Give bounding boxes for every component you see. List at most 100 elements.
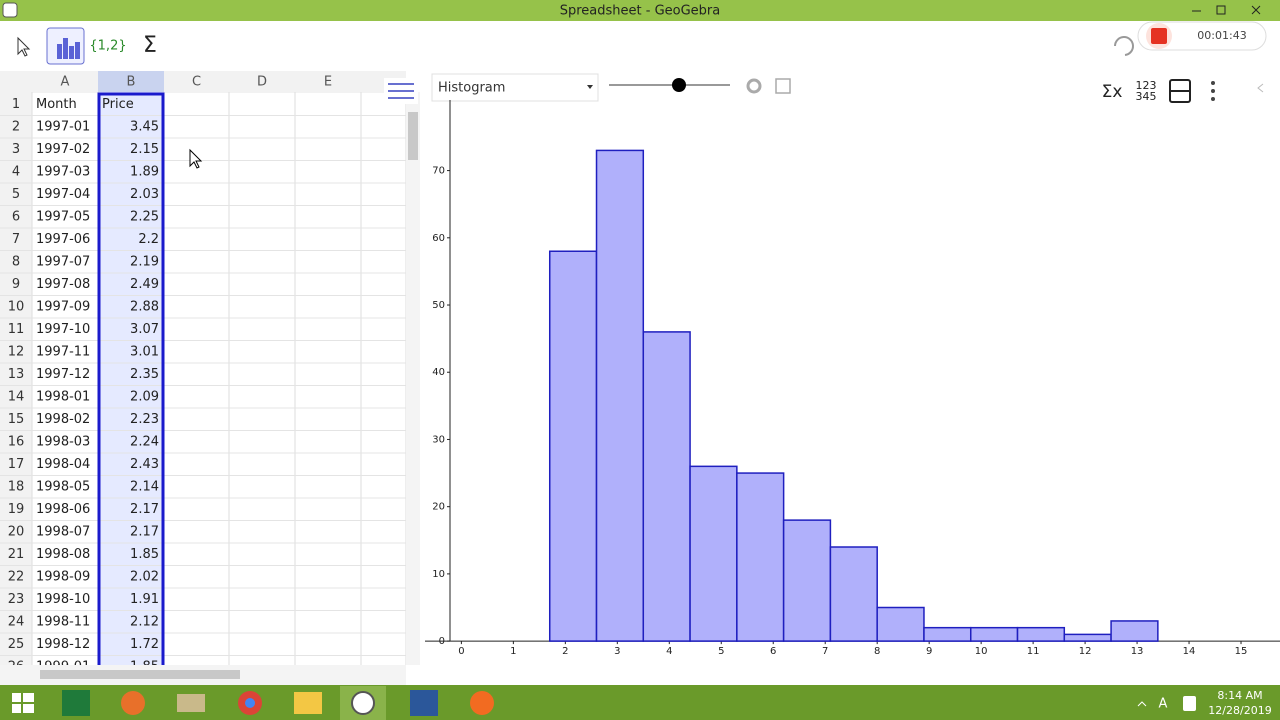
undo-button[interactable] <box>1114 36 1134 56</box>
price-cell[interactable]: 2.09 <box>130 389 159 404</box>
app-icon[interactable] <box>2 2 18 18</box>
view-menu-label[interactable]: Histogram <box>438 81 505 96</box>
vertical-scroll-thumb[interactable] <box>408 112 418 160</box>
price-cell[interactable]: 2.35 <box>130 367 159 382</box>
month-cell[interactable]: 1998-02 <box>36 412 90 427</box>
word-app[interactable] <box>410 690 438 716</box>
more-menu[interactable] <box>1211 81 1215 101</box>
price-cell[interactable]: 2.12 <box>130 614 159 629</box>
month-cell[interactable]: 1998-07 <box>36 524 90 539</box>
price-cell[interactable]: 2.03 <box>130 187 159 202</box>
month-cell[interactable]: 1997-03 <box>36 164 90 179</box>
column-header[interactable]: D <box>257 75 267 90</box>
price-cell[interactable]: 1.72 <box>130 637 159 652</box>
move-tool[interactable] <box>17 36 31 57</box>
column-header[interactable]: A <box>61 75 70 90</box>
price-cell[interactable]: 2.49 <box>130 277 159 292</box>
month-cell[interactable]: 1997-12 <box>36 367 90 382</box>
collapse-arrow[interactable] <box>1257 83 1264 93</box>
table-icon-line[interactable]: 123 <box>1136 79 1157 92</box>
price-cell[interactable]: 3.01 <box>130 344 159 359</box>
firefox-app[interactable] <box>121 691 145 715</box>
column-header[interactable]: E <box>324 75 332 90</box>
explorer-app[interactable] <box>294 692 322 714</box>
month-cell[interactable]: 1998-04 <box>36 457 90 472</box>
month-cell[interactable]: 1998-12 <box>36 637 90 652</box>
window-title: Spreadsheet - GeoGebra <box>560 4 721 19</box>
month-cell[interactable]: 1998-05 <box>36 479 90 494</box>
column-header[interactable]: C <box>192 75 201 90</box>
excel-app[interactable] <box>62 690 90 716</box>
month-cell[interactable]: 1997-04 <box>36 187 90 202</box>
price-cell[interactable]: 2.43 <box>130 457 159 472</box>
price-cell[interactable]: 2.19 <box>130 254 159 269</box>
histogram-bar <box>1016 626 1066 642</box>
month-cell[interactable]: 1998-11 <box>36 614 90 629</box>
price-cell[interactable]: 1.85 <box>130 659 159 674</box>
tray-expand[interactable] <box>1137 701 1147 707</box>
month-cell[interactable]: 1997-01 <box>36 119 90 134</box>
month-cell[interactable]: 1998-01 <box>36 389 90 404</box>
recorder <box>1137 21 1267 51</box>
y-tick-label: 50 <box>432 300 445 311</box>
table-icon-line[interactable]: 345 <box>1136 90 1157 103</box>
month-cell[interactable]: 1997-08 <box>36 277 90 292</box>
price-cell[interactable]: 2.23 <box>130 412 159 427</box>
x-tick-label: 5 <box>718 646 724 657</box>
month-cell[interactable]: Month <box>36 97 77 112</box>
price-cell[interactable]: 1.85 <box>130 547 159 562</box>
geogebra-app[interactable] <box>351 691 375 715</box>
price-cell[interactable]: 2.17 <box>130 524 159 539</box>
statistics-button[interactable]: Σx <box>1102 82 1123 102</box>
price-cell[interactable]: Price <box>102 97 134 112</box>
month-cell[interactable]: 1999-01 <box>36 659 90 674</box>
price-cell[interactable]: 2.24 <box>130 434 159 449</box>
price-cell[interactable]: 3.07 <box>130 322 159 337</box>
month-cell[interactable]: 1997-02 <box>36 142 90 157</box>
price-cell[interactable]: 2.88 <box>130 299 159 314</box>
tray-icon[interactable] <box>1183 696 1196 711</box>
price-cell[interactable]: 1.91 <box>130 592 159 607</box>
month-cell[interactable]: 1998-08 <box>36 547 90 562</box>
month-cell[interactable]: 1997-09 <box>36 299 90 314</box>
month-cell[interactable]: 1997-07 <box>36 254 90 269</box>
price-cell[interactable]: 2.17 <box>130 502 159 517</box>
view-menu[interactable] <box>431 73 599 102</box>
price-cell[interactable]: 2.14 <box>130 479 159 494</box>
month-cell[interactable]: 1997-06 <box>36 232 90 247</box>
month-cell[interactable]: 1998-10 <box>36 592 90 607</box>
price-cell[interactable]: 2.02 <box>130 569 159 584</box>
month-cell[interactable]: 1998-09 <box>36 569 90 584</box>
price-cell[interactable]: 1.89 <box>130 164 159 179</box>
month-cell[interactable]: 1997-10 <box>36 322 90 337</box>
start-button[interactable] <box>12 693 34 713</box>
export-button[interactable] <box>775 78 791 94</box>
x-tick-label: 1 <box>510 646 516 657</box>
month-cell[interactable]: 1998-06 <box>36 502 90 517</box>
stop-record-button[interactable] <box>1151 28 1167 44</box>
list-tool[interactable]: {1,2} <box>89 39 126 54</box>
recorder-app[interactable] <box>470 691 494 715</box>
tray-letter[interactable]: A <box>1159 697 1168 712</box>
settings-button[interactable] <box>746 78 762 94</box>
histogram-bar <box>736 472 785 642</box>
slider-knob[interactable] <box>672 78 686 92</box>
price-cell[interactable]: 3.45 <box>130 119 159 134</box>
vertical-scrollbar[interactable] <box>406 92 420 665</box>
row-number: 19 <box>8 502 25 517</box>
row-number: 1 <box>12 97 20 112</box>
books-app[interactable] <box>177 694 205 712</box>
sum-tool[interactable]: Σ <box>143 33 157 58</box>
column-header[interactable]: B <box>127 75 136 90</box>
month-cell[interactable]: 1998-03 <box>36 434 90 449</box>
close-button[interactable] <box>1251 5 1261 15</box>
price-cell[interactable]: 2.15 <box>130 142 159 157</box>
restore-button[interactable] <box>1216 5 1226 15</box>
price-cell[interactable]: 2.2 <box>138 232 159 247</box>
month-cell[interactable]: 1997-05 <box>36 209 90 224</box>
horizontal-scroll-thumb[interactable] <box>40 670 240 679</box>
price-cell[interactable]: 2.25 <box>130 209 159 224</box>
y-tick-label: 10 <box>432 569 445 580</box>
month-cell[interactable]: 1997-11 <box>36 344 90 359</box>
